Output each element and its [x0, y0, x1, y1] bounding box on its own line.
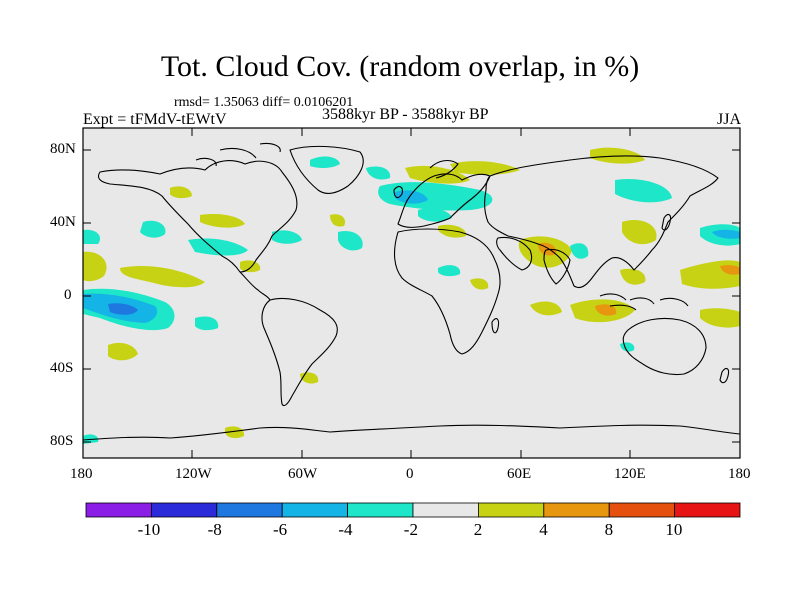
coastline-japan — [661, 213, 672, 231]
coastline-south-america — [261, 297, 338, 407]
season-label: JJA — [717, 111, 742, 128]
anomaly-positive-pacific-band — [120, 265, 205, 288]
anomaly-negative-europe-core — [395, 190, 428, 204]
anomaly-negative-greenland — [310, 156, 340, 168]
x-tick-label-180e: 180 — [728, 466, 751, 482]
anomaly-negative-north-pacific — [140, 220, 166, 238]
anomaly-negative-india — [570, 243, 589, 259]
colorbar-label-3: -4 — [338, 520, 353, 539]
colorbar-label-1: -8 — [207, 520, 222, 539]
anomaly-positive-pacific-north — [83, 251, 107, 282]
anomaly-negative-europe — [378, 182, 493, 211]
anomaly-negative-west-edge — [83, 229, 101, 244]
colorbar-swatch-7 — [543, 502, 610, 518]
anomaly-positive-north-pacific-2 — [200, 214, 245, 228]
colorbar-label-4: -2 — [403, 520, 418, 539]
coastlines — [82, 142, 741, 441]
map-title: Tot. Cloud Cov. (random overlap, in %) — [160, 50, 640, 83]
anomaly-positive-mid-atlantic — [330, 214, 346, 227]
anomaly-negative-south-pacific — [195, 316, 219, 331]
anomaly-negative-mediterranean — [418, 208, 452, 222]
anomaly-positive-canada — [170, 186, 192, 199]
coastline-africa — [393, 228, 501, 355]
axis-ticks — [82, 128, 741, 458]
coastline-australia — [622, 317, 707, 376]
y-tick-label-0: 0 — [64, 287, 72, 303]
stats-label: rmsd= 1.35063 diff= 0.0106201 — [174, 95, 354, 110]
anomaly-fields — [83, 147, 740, 444]
colorbar-swatch-2 — [216, 502, 283, 518]
coastline-madagascar — [491, 318, 500, 334]
colorbar-label-8: 10 — [665, 520, 683, 539]
anomaly-negative-north-atlantic — [338, 230, 363, 251]
anomaly-positive-west-africa — [470, 278, 489, 290]
colorbar-swatch-3 — [281, 502, 349, 518]
anomaly-positive-maritime-core — [595, 304, 617, 316]
anomaly-negative-australia-east — [620, 342, 635, 352]
y-tick-label-80s: 80S — [50, 433, 74, 449]
anomaly-negative-west-atlantic — [272, 230, 302, 244]
coastline-new-zealand — [719, 367, 730, 384]
anomaly-negative-west-pacific-core — [712, 229, 740, 239]
experiment-label: Expt = tFMdV-tEWtV — [83, 111, 227, 128]
coastline-greenland — [289, 145, 364, 195]
colorbar-label-2: -6 — [273, 520, 288, 539]
coastline-india — [543, 248, 571, 285]
coastline-north-america — [97, 160, 298, 273]
colorbar-swatch-6 — [477, 502, 545, 518]
y-tick-label-80n: 80N — [50, 141, 76, 157]
x-tick-label-0: 0 — [406, 466, 414, 482]
anomaly-negative-north-pacific-2 — [188, 238, 248, 256]
colorbar-swatch-8 — [608, 502, 676, 518]
y-tick-label-40s: 40S — [50, 360, 74, 376]
coastline-maritime-continent — [599, 293, 689, 311]
coastline-central-america — [239, 271, 271, 301]
anomaly-negative-east-pacific-center — [108, 303, 138, 315]
anomaly-positive-central-pacific — [108, 342, 138, 361]
colorbar-label-7: 8 — [604, 520, 614, 539]
colorbar-swatch-4 — [347, 502, 414, 518]
colorbar-label-5: 2 — [473, 520, 483, 539]
y-tick-label-40n: 40N — [50, 214, 76, 230]
anomaly-positive-indian-ocean — [530, 301, 562, 316]
coastline-british-isles — [393, 185, 403, 199]
anomaly-positive-gulf — [240, 260, 261, 273]
anomaly-positive-china — [622, 220, 657, 245]
anomaly-positive-west-pacific-core — [720, 265, 740, 275]
colorbar-label-6: 4 — [539, 520, 548, 539]
anomaly-negative-north-atlantic-2 — [366, 166, 391, 180]
x-tick-label-180w: 180 — [70, 466, 93, 482]
period-label: 3588kyr BP - 3588kyr BP — [322, 106, 489, 123]
x-tick-label-60e: 60E — [507, 466, 532, 482]
x-tick-label-120w: 120W — [175, 466, 212, 482]
colorbar-swatch-0 — [85, 502, 152, 518]
x-tick-label-60w: 60W — [288, 466, 318, 482]
coastline-asia — [484, 155, 719, 289]
anomaly-positive-southern-ocean — [225, 426, 245, 439]
coastline-arabia — [496, 236, 533, 271]
anomaly-positive-philippines — [620, 268, 646, 285]
colorbar — [85, 502, 741, 518]
coastline-arctic-islands — [195, 142, 281, 167]
colorbar-swatch-9 — [674, 502, 741, 518]
anomaly-positive-south-pacific-east — [700, 308, 740, 328]
coastline-antarctica — [82, 424, 741, 441]
colorbar-swatch-5 — [412, 502, 479, 518]
x-tick-label-120e: 120E — [614, 466, 646, 482]
colorbar-label-0: -10 — [137, 520, 161, 539]
coastline-scandinavia — [429, 159, 459, 179]
anomaly-negative-west-africa — [438, 265, 461, 277]
anomaly-negative-siberia — [615, 178, 672, 203]
colorbar-swatch-1 — [150, 502, 218, 518]
